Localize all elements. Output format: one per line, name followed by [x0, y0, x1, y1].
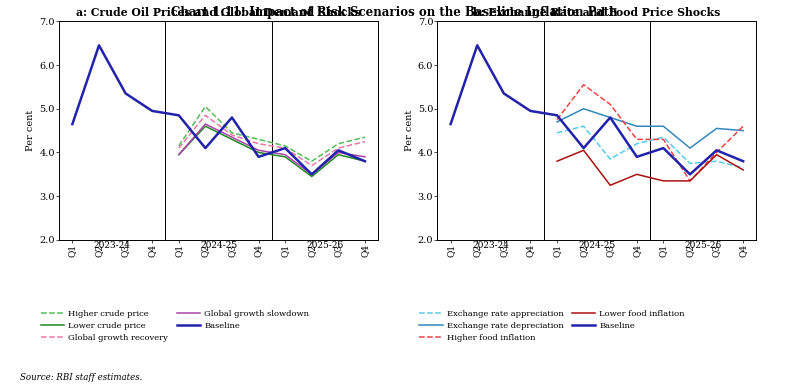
Text: 2023-24: 2023-24 — [472, 241, 509, 250]
Title: b: Exchange Rate and Food Price Shocks: b: Exchange Rate and Food Price Shocks — [474, 7, 720, 18]
Y-axis label: Per cent: Per cent — [26, 110, 35, 151]
Text: 2024-25: 2024-25 — [578, 241, 615, 250]
Legend: Exchange rate appreciation, Exchange rate depreciation, Higher food inflation, L: Exchange rate appreciation, Exchange rat… — [419, 310, 685, 342]
Text: 2023-24: 2023-24 — [94, 241, 131, 250]
Text: Source: RBI staff estimates.: Source: RBI staff estimates. — [20, 373, 142, 382]
Text: 2025-26: 2025-26 — [307, 241, 344, 250]
Text: 2024-25: 2024-25 — [200, 241, 237, 250]
Legend: Higher crude price, Lower crude price, Global growth recovery, Global growth slo: Higher crude price, Lower crude price, G… — [41, 310, 309, 342]
Y-axis label: Per cent: Per cent — [404, 110, 414, 151]
Text: 2025-26: 2025-26 — [685, 241, 722, 250]
Title: a: Crude Oil Prices and Global Demand Shocks: a: Crude Oil Prices and Global Demand Sh… — [76, 7, 361, 18]
Text: Chart 1.11: Impact of Risk Scenarios on the Baseline Inflation Path: Chart 1.11: Impact of Risk Scenarios on … — [171, 6, 617, 19]
